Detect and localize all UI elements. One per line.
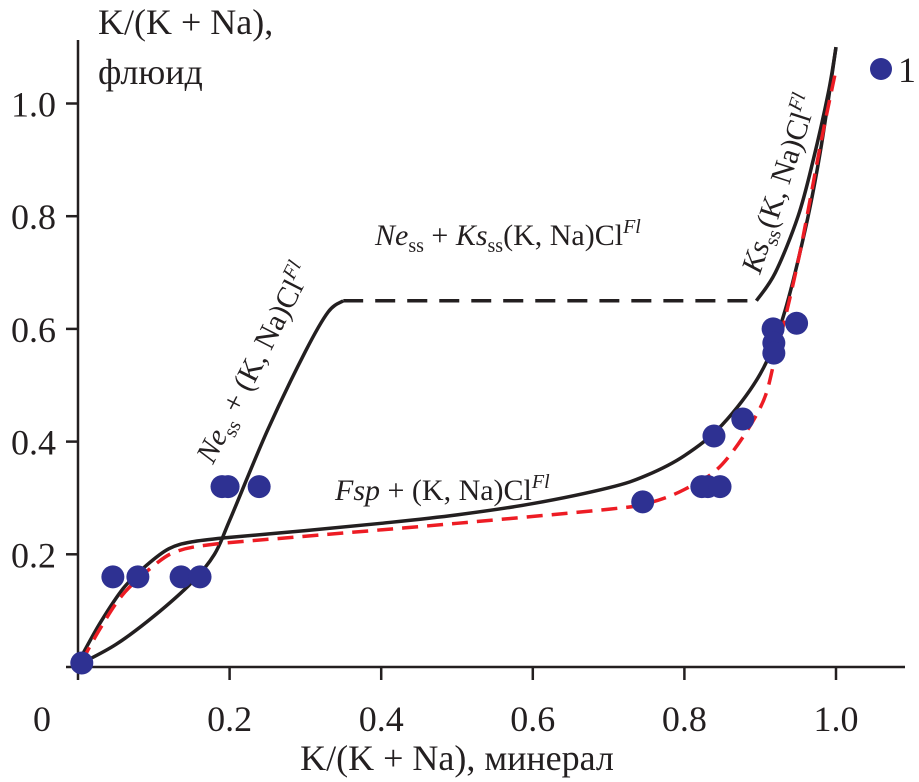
x-tick-label: 0 (33, 699, 51, 739)
ann-part: (K, Na)Cl (503, 219, 623, 252)
data-point (708, 475, 732, 499)
data-point (702, 424, 726, 448)
x-tick-label: 0.4 (359, 699, 404, 739)
x-axis-label: K/(K + Na), минерал (300, 738, 614, 778)
y-tick-label: 0.8 (11, 197, 56, 237)
data-point (101, 565, 125, 589)
annotation-ne-ks-fluid: Ness + Ksss(K, Na)ClFl (374, 216, 641, 257)
fsp-boundary (80, 46, 838, 657)
y-tick-label: 0.2 (11, 535, 56, 575)
data-point (247, 475, 271, 499)
ks-boundary (754, 46, 838, 302)
y-tick-label: 1.0 (11, 85, 56, 125)
x-tick-label: 0.8 (662, 699, 707, 739)
axes (66, 40, 905, 680)
ann-part: Ne (374, 219, 408, 252)
annotation-ne-fluid: Ness + (K, Na)ClFl (187, 257, 323, 472)
y-tick-label: 0.6 (11, 310, 56, 350)
ticks: 0 0.2 0.4 0.6 0.8 1.0 0.2 0.4 0.6 0.8 1.0 (11, 85, 859, 740)
data-point (216, 475, 240, 499)
ne-boundary (80, 299, 345, 665)
data-point (126, 565, 150, 589)
ann-part: Fsp (334, 474, 380, 507)
curves (80, 46, 838, 665)
data-point (762, 341, 786, 365)
data-point (731, 407, 755, 431)
ann-part: + (K, Na)Cl (212, 274, 310, 424)
data-point (169, 565, 193, 589)
ann-sup: Fl (531, 471, 550, 493)
data-point (631, 490, 655, 514)
x-tick-label: 1.0 (814, 699, 859, 739)
legend-marker (870, 58, 892, 80)
y-axis-label-line1: K/(K + Na), (98, 2, 273, 42)
legend: 1 (870, 50, 916, 90)
x-tick-label: 0.6 (510, 699, 555, 739)
data-points (70, 311, 809, 675)
ann-sub: ss (408, 235, 424, 257)
data-point (188, 565, 212, 589)
annotation-fsp-fluid: Fsp + (K, Na)ClFl (334, 471, 550, 507)
y-axis-label-line2: флюид (98, 52, 203, 92)
ann-part: + (424, 219, 456, 252)
ann-sub: ss (760, 227, 786, 249)
y-tick-label: 0.4 (11, 423, 56, 463)
data-point (70, 651, 94, 675)
model-curve (80, 69, 838, 663)
ann-part: + (K, Na)Cl (380, 474, 532, 507)
data-point (785, 311, 809, 335)
legend-label: 1 (898, 50, 916, 90)
x-tick-label: 0.2 (207, 699, 252, 739)
ann-sub: ss (488, 235, 504, 257)
ann-sup: Fl (622, 216, 641, 238)
ann-part: Ks (455, 219, 488, 252)
